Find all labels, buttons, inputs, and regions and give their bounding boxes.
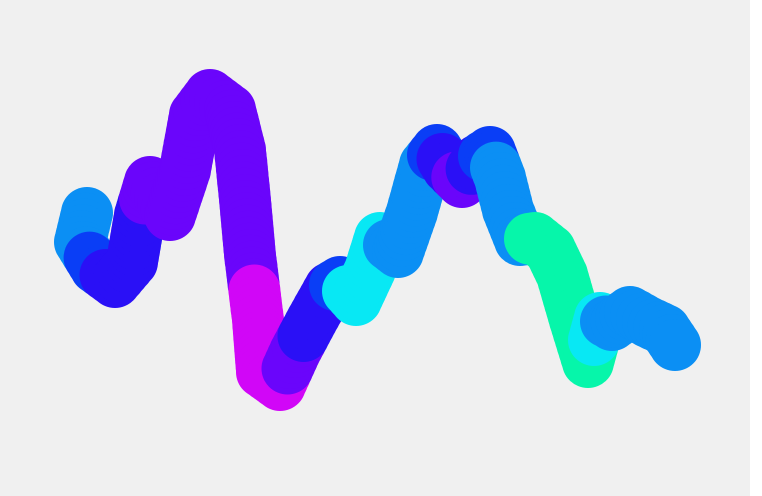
stroke-dot <box>649 319 701 371</box>
canvas-right-margin <box>750 0 762 496</box>
stroke-dots <box>54 69 701 411</box>
